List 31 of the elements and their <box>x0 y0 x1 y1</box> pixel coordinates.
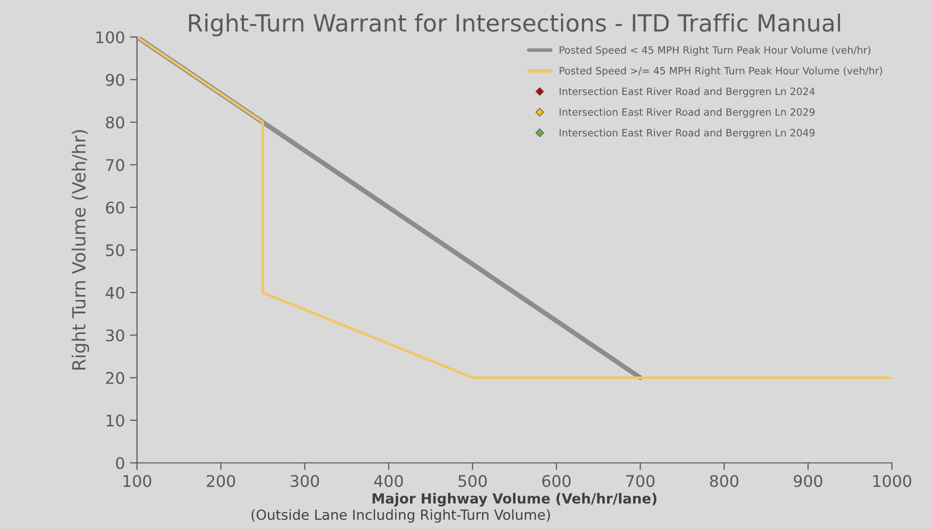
x-tick-label: 500 <box>458 474 487 488</box>
x-tick-label: 400 <box>374 474 403 488</box>
y-tick-label: 20 <box>106 372 124 384</box>
x-tick-label: 800 <box>710 474 738 488</box>
y-tick-label: 40 <box>106 286 124 299</box>
x-tick-label: 700 <box>626 474 654 488</box>
x-tick-label: 300 <box>290 474 319 488</box>
legend-label: Intersection East River Road and Berggren Ln 2029 <box>560 108 815 118</box>
y-tick-label: 30 <box>106 329 124 342</box>
legend-label: Posted Speed < 45 MPH Right Turn Peak Hour Volume (veh/hr) <box>560 46 870 56</box>
legend-label: Posted Speed >/= 45 MPH Right Turn Peak Hour Volume (veh/hr) <box>560 66 882 76</box>
x-tick-label: 100 <box>124 474 152 488</box>
y-tick-label: 10 <box>106 414 124 427</box>
y-tick-label: 60 <box>106 202 124 214</box>
y-tick-label: 50 <box>106 244 124 256</box>
legend-label: Intersection East River Road and Berggren Ln 2049 <box>560 128 815 138</box>
x-tick-label: 900 <box>794 474 822 488</box>
chart-title: Right-Turn Warrant for Intersections - ITD Traffic Manual <box>189 14 840 36</box>
legend-label: Intersection East River Road and Berggren Ln 2024 <box>560 87 815 98</box>
x-tick-label: 1000 <box>873 474 912 488</box>
text: (Outside Lane Including Right-Turn Volume) <box>252 509 550 523</box>
y-tick-label: 70 <box>106 158 124 172</box>
x-axis-title: Major Highway Volume (Veh/hr/lane) <box>372 492 656 506</box>
x-tick-label: 200 <box>206 474 236 488</box>
y-axis-title: Right Turn Volume (Veh/hr) <box>72 130 90 370</box>
y-tick-label: 100 <box>96 31 124 44</box>
x-tick-label: 600 <box>542 474 571 488</box>
y-tick-label: 0 <box>116 457 124 470</box>
line-series <box>137 37 892 379</box>
y-tick-label: 90 <box>106 74 124 86</box>
y-tick-label: 80 <box>106 116 124 128</box>
